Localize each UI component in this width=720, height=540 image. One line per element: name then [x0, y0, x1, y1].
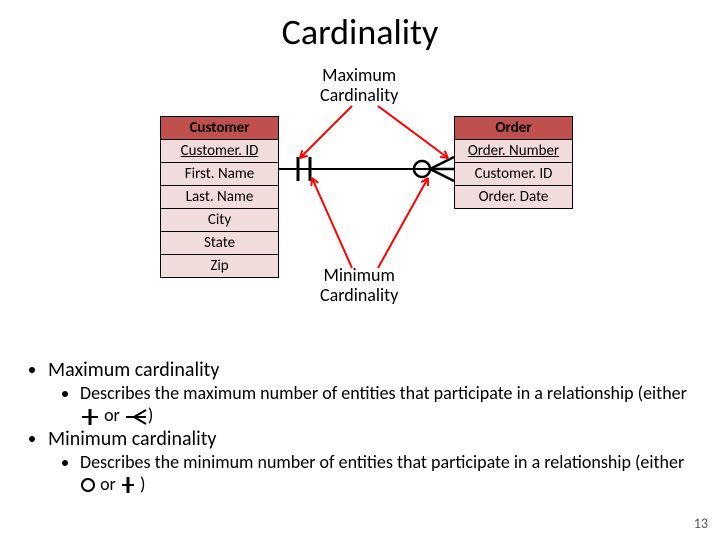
page-number: 13	[694, 515, 708, 532]
bullet-list: Maximum cardinalityDescribes the maximum…	[24, 358, 696, 495]
bullet-subitem: Describes the maximum number of entities…	[80, 382, 696, 427]
min-cardinality-label: MinimumCardinality	[320, 266, 398, 306]
customer-entity-table: CustomerCustomer. IDFirst. NameLast. Nam…	[160, 116, 279, 278]
max-cardinality-label: MaximumCardinality	[320, 66, 398, 106]
bullet-item: Minimum cardinalityDescribes the minimum…	[48, 427, 696, 496]
order-entity-table: OrderOrder. NumberCustomer. IDOrder. Dat…	[454, 116, 573, 209]
bullet-item: Maximum cardinalityDescribes the maximum…	[48, 358, 696, 427]
slide-title: Cardinality	[0, 0, 720, 54]
bullet-subitem: Describes the minimum number of entities…	[80, 451, 696, 496]
er-diagram: MaximumCardinality MinimumCardinality Cu…	[0, 54, 720, 354]
